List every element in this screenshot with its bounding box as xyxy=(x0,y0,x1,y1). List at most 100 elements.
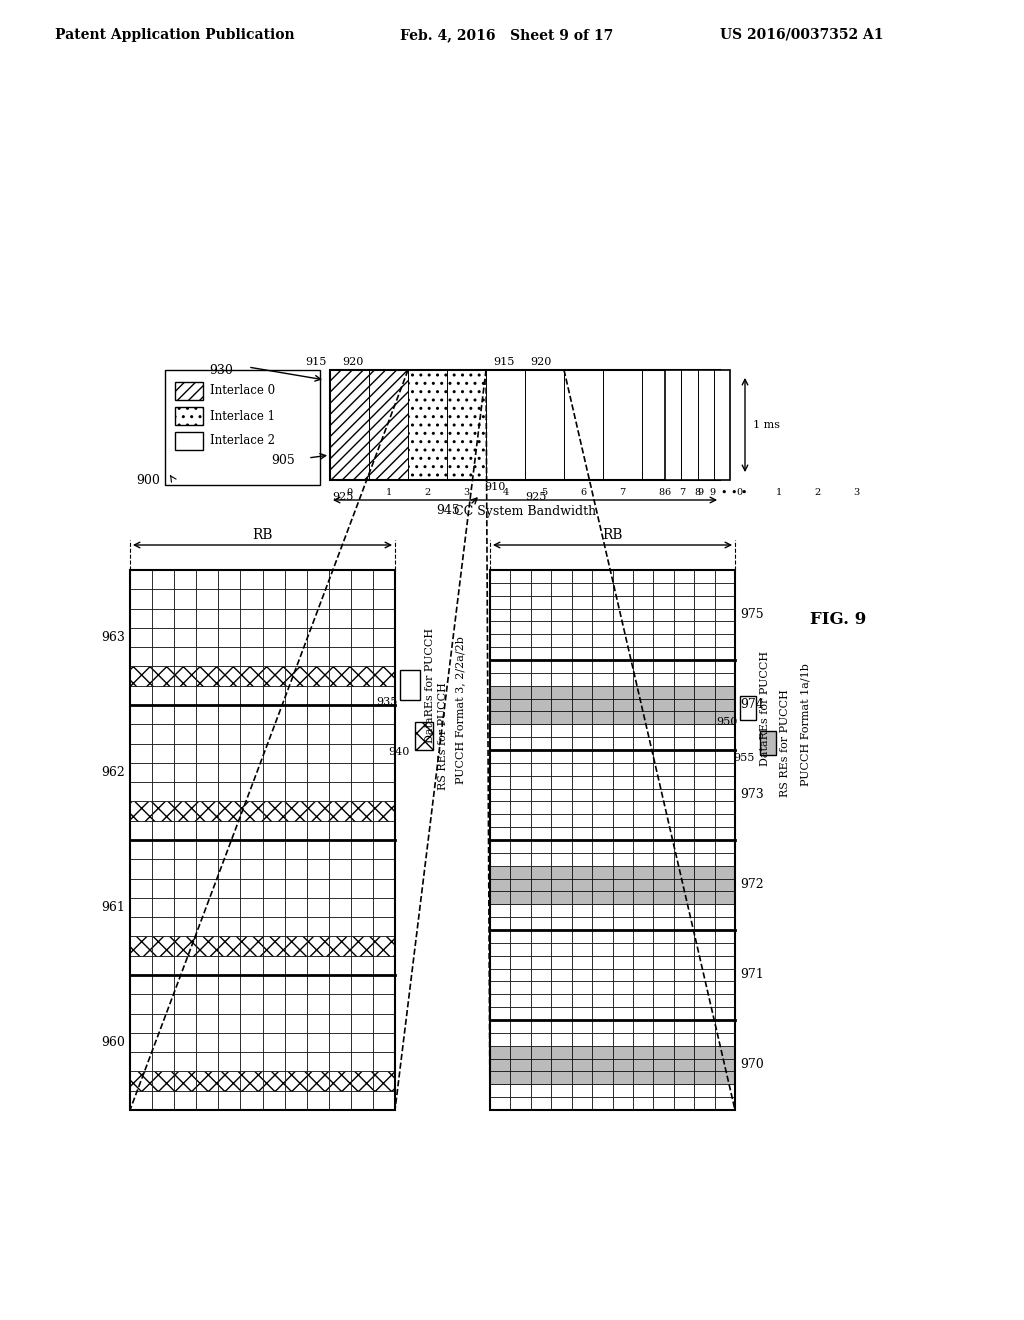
Text: 970: 970 xyxy=(740,1059,764,1072)
Bar xyxy=(592,750,612,763)
Bar xyxy=(694,673,715,685)
Bar xyxy=(510,1007,530,1020)
Bar xyxy=(241,783,262,801)
Bar xyxy=(612,840,633,853)
Text: 910: 910 xyxy=(484,482,506,492)
Bar xyxy=(174,667,197,685)
Bar xyxy=(612,635,633,647)
Text: 971: 971 xyxy=(740,969,764,982)
Bar xyxy=(653,776,674,788)
Bar xyxy=(612,1045,633,1059)
Bar xyxy=(571,931,592,942)
Bar xyxy=(674,635,694,647)
Bar xyxy=(571,685,592,698)
Bar xyxy=(510,673,530,685)
Bar xyxy=(241,725,262,743)
Bar xyxy=(197,763,218,783)
Bar xyxy=(530,994,551,1007)
Bar xyxy=(373,685,395,705)
Bar xyxy=(715,982,735,994)
Bar xyxy=(510,1084,530,1097)
Bar xyxy=(530,595,551,609)
Bar xyxy=(612,570,633,583)
Bar xyxy=(633,891,653,904)
Bar xyxy=(306,975,329,994)
Bar xyxy=(153,1014,174,1032)
Bar xyxy=(633,840,653,853)
Bar xyxy=(674,750,694,763)
Bar xyxy=(674,711,694,725)
Bar xyxy=(653,904,674,917)
Bar xyxy=(241,647,262,667)
Bar xyxy=(551,711,571,725)
Bar xyxy=(674,904,694,917)
Text: Feb. 4, 2016   Sheet 9 of 17: Feb. 4, 2016 Sheet 9 of 17 xyxy=(400,28,613,42)
Bar xyxy=(130,1052,153,1072)
Bar xyxy=(218,840,241,859)
Bar xyxy=(715,840,735,853)
Bar xyxy=(306,705,329,725)
Bar xyxy=(400,671,420,700)
Bar xyxy=(218,994,241,1014)
Bar xyxy=(262,628,285,647)
Bar xyxy=(306,1014,329,1032)
Bar xyxy=(490,685,510,698)
Bar xyxy=(218,685,241,705)
Bar xyxy=(197,1052,218,1072)
Bar xyxy=(351,898,373,917)
Bar xyxy=(510,725,530,737)
Bar xyxy=(510,866,530,879)
Bar xyxy=(262,609,285,628)
Bar xyxy=(674,814,694,828)
Text: Patent Application Publication: Patent Application Publication xyxy=(55,28,295,42)
Text: DataREs for PUCCH: DataREs for PUCCH xyxy=(425,627,435,743)
Bar xyxy=(510,788,530,801)
Bar xyxy=(329,570,351,589)
Bar xyxy=(571,1097,592,1110)
Bar xyxy=(612,1032,633,1045)
Bar xyxy=(592,1059,612,1072)
Bar xyxy=(174,763,197,783)
Text: 940: 940 xyxy=(389,747,410,756)
Bar xyxy=(130,956,153,975)
Bar xyxy=(218,647,241,667)
Bar xyxy=(633,622,653,635)
Bar xyxy=(330,370,720,480)
Bar xyxy=(715,866,735,879)
Bar xyxy=(694,750,715,763)
Text: 7: 7 xyxy=(620,488,626,498)
Bar xyxy=(612,969,633,982)
Bar xyxy=(530,1097,551,1110)
Bar xyxy=(592,1007,612,1020)
Bar xyxy=(262,705,285,725)
Bar xyxy=(130,783,153,801)
Bar xyxy=(694,595,715,609)
Bar xyxy=(285,859,306,879)
Bar xyxy=(653,647,674,660)
Bar xyxy=(197,936,218,956)
Bar xyxy=(153,840,174,859)
Bar xyxy=(351,589,373,609)
Bar xyxy=(633,982,653,994)
Bar xyxy=(674,1059,694,1072)
Bar xyxy=(665,370,730,480)
Bar xyxy=(633,750,653,763)
Bar xyxy=(510,1097,530,1110)
Bar xyxy=(175,381,203,400)
Bar xyxy=(571,1072,592,1084)
Bar xyxy=(715,942,735,956)
Bar xyxy=(241,956,262,975)
Bar xyxy=(715,570,735,583)
Bar xyxy=(490,814,510,828)
Bar xyxy=(329,917,351,936)
Bar xyxy=(306,647,329,667)
Bar xyxy=(715,788,735,801)
Bar xyxy=(241,859,262,879)
Bar xyxy=(153,917,174,936)
Bar xyxy=(551,1020,571,1032)
Bar xyxy=(285,685,306,705)
Bar xyxy=(674,1007,694,1020)
Bar xyxy=(510,609,530,622)
Bar xyxy=(592,891,612,904)
Text: 905: 905 xyxy=(271,454,295,466)
